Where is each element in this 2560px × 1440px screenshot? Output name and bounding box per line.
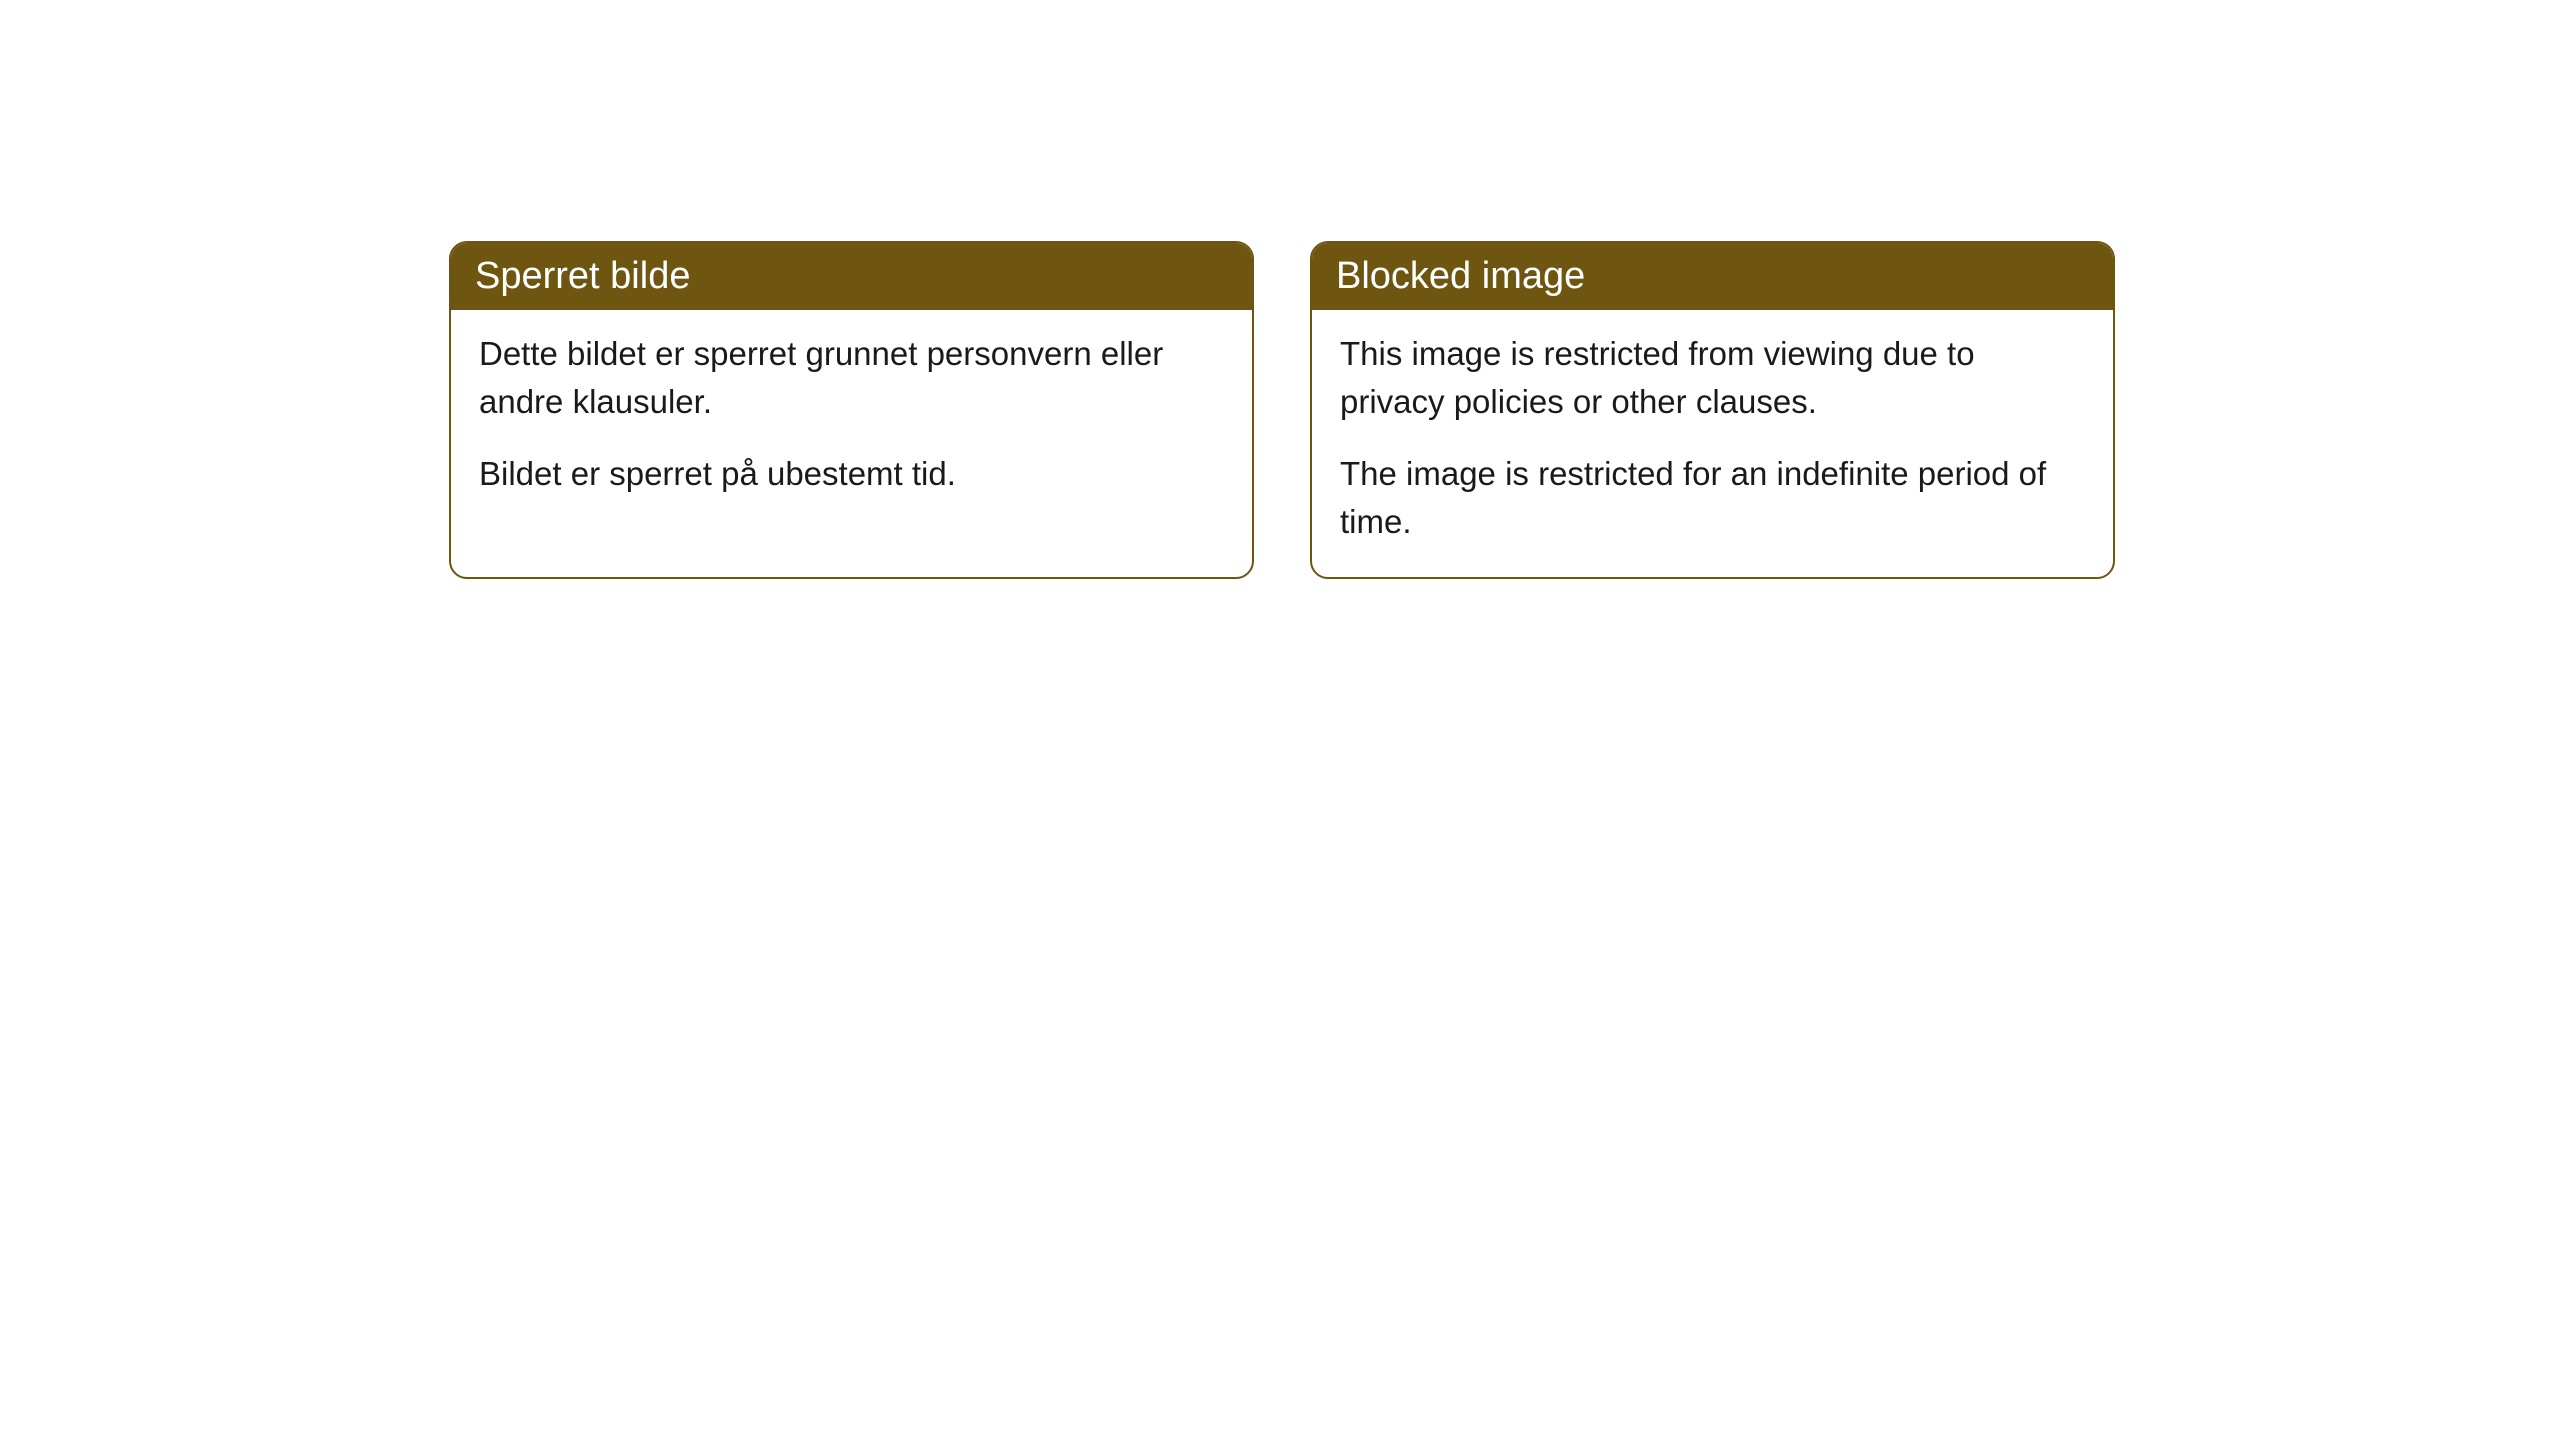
notice-body: This image is restricted from viewing du… xyxy=(1312,310,2113,577)
notice-paragraph: This image is restricted from viewing du… xyxy=(1340,330,2085,426)
notice-paragraph: The image is restricted for an indefinit… xyxy=(1340,450,2085,546)
notice-paragraph: Dette bildet er sperret grunnet personve… xyxy=(479,330,1224,426)
notice-cards-container: Sperret bilde Dette bildet er sperret gr… xyxy=(449,241,2115,579)
notice-header: Sperret bilde xyxy=(451,243,1252,310)
notice-header: Blocked image xyxy=(1312,243,2113,310)
notice-body: Dette bildet er sperret grunnet personve… xyxy=(451,310,1252,530)
notice-paragraph: Bildet er sperret på ubestemt tid. xyxy=(479,450,1224,498)
notice-card-english: Blocked image This image is restricted f… xyxy=(1310,241,2115,579)
notice-card-norwegian: Sperret bilde Dette bildet er sperret gr… xyxy=(449,241,1254,579)
